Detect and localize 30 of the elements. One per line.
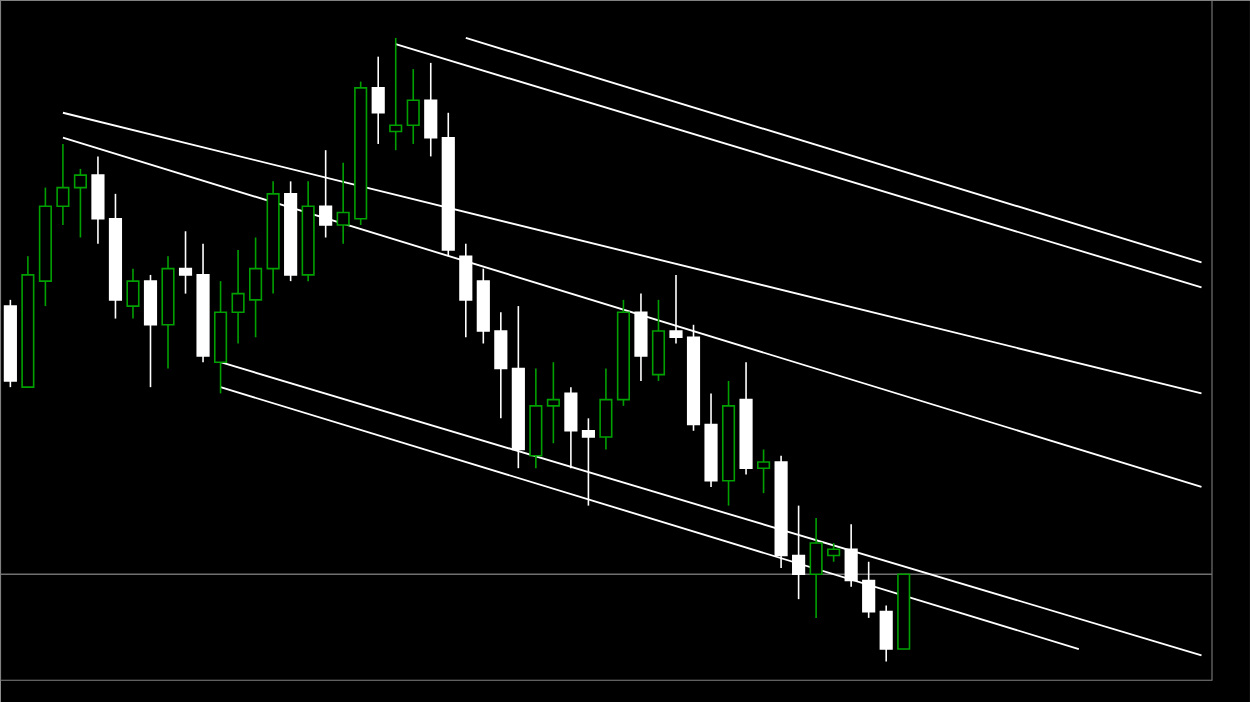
candlestick <box>371 55 385 145</box>
candlestick <box>651 298 666 382</box>
candlestick <box>792 504 806 600</box>
candlestick <box>126 267 140 320</box>
candlestick <box>756 448 771 494</box>
candlestick <box>546 361 560 444</box>
candlestick <box>389 37 403 151</box>
candlestick <box>581 417 595 507</box>
candlestick <box>231 249 245 345</box>
candlestick <box>494 311 508 420</box>
candlestick <box>827 542 841 563</box>
candlestick <box>73 168 88 239</box>
candlestick <box>178 230 193 295</box>
candlestick <box>809 517 823 619</box>
candlestick <box>634 292 648 382</box>
candlestick <box>319 149 333 239</box>
candlestick <box>424 62 438 158</box>
candlestick <box>879 604 893 663</box>
candlestick <box>599 367 613 451</box>
candlestick <box>862 560 876 619</box>
candlestick <box>91 155 105 245</box>
candlestick <box>249 236 263 338</box>
candlestick <box>56 143 70 226</box>
candlestick <box>844 523 858 588</box>
candlestick <box>406 68 420 145</box>
candlestick <box>336 161 350 245</box>
candlestick <box>459 242 473 338</box>
candlestick <box>564 386 578 469</box>
candlestick <box>143 274 158 388</box>
candlestick <box>669 274 683 345</box>
